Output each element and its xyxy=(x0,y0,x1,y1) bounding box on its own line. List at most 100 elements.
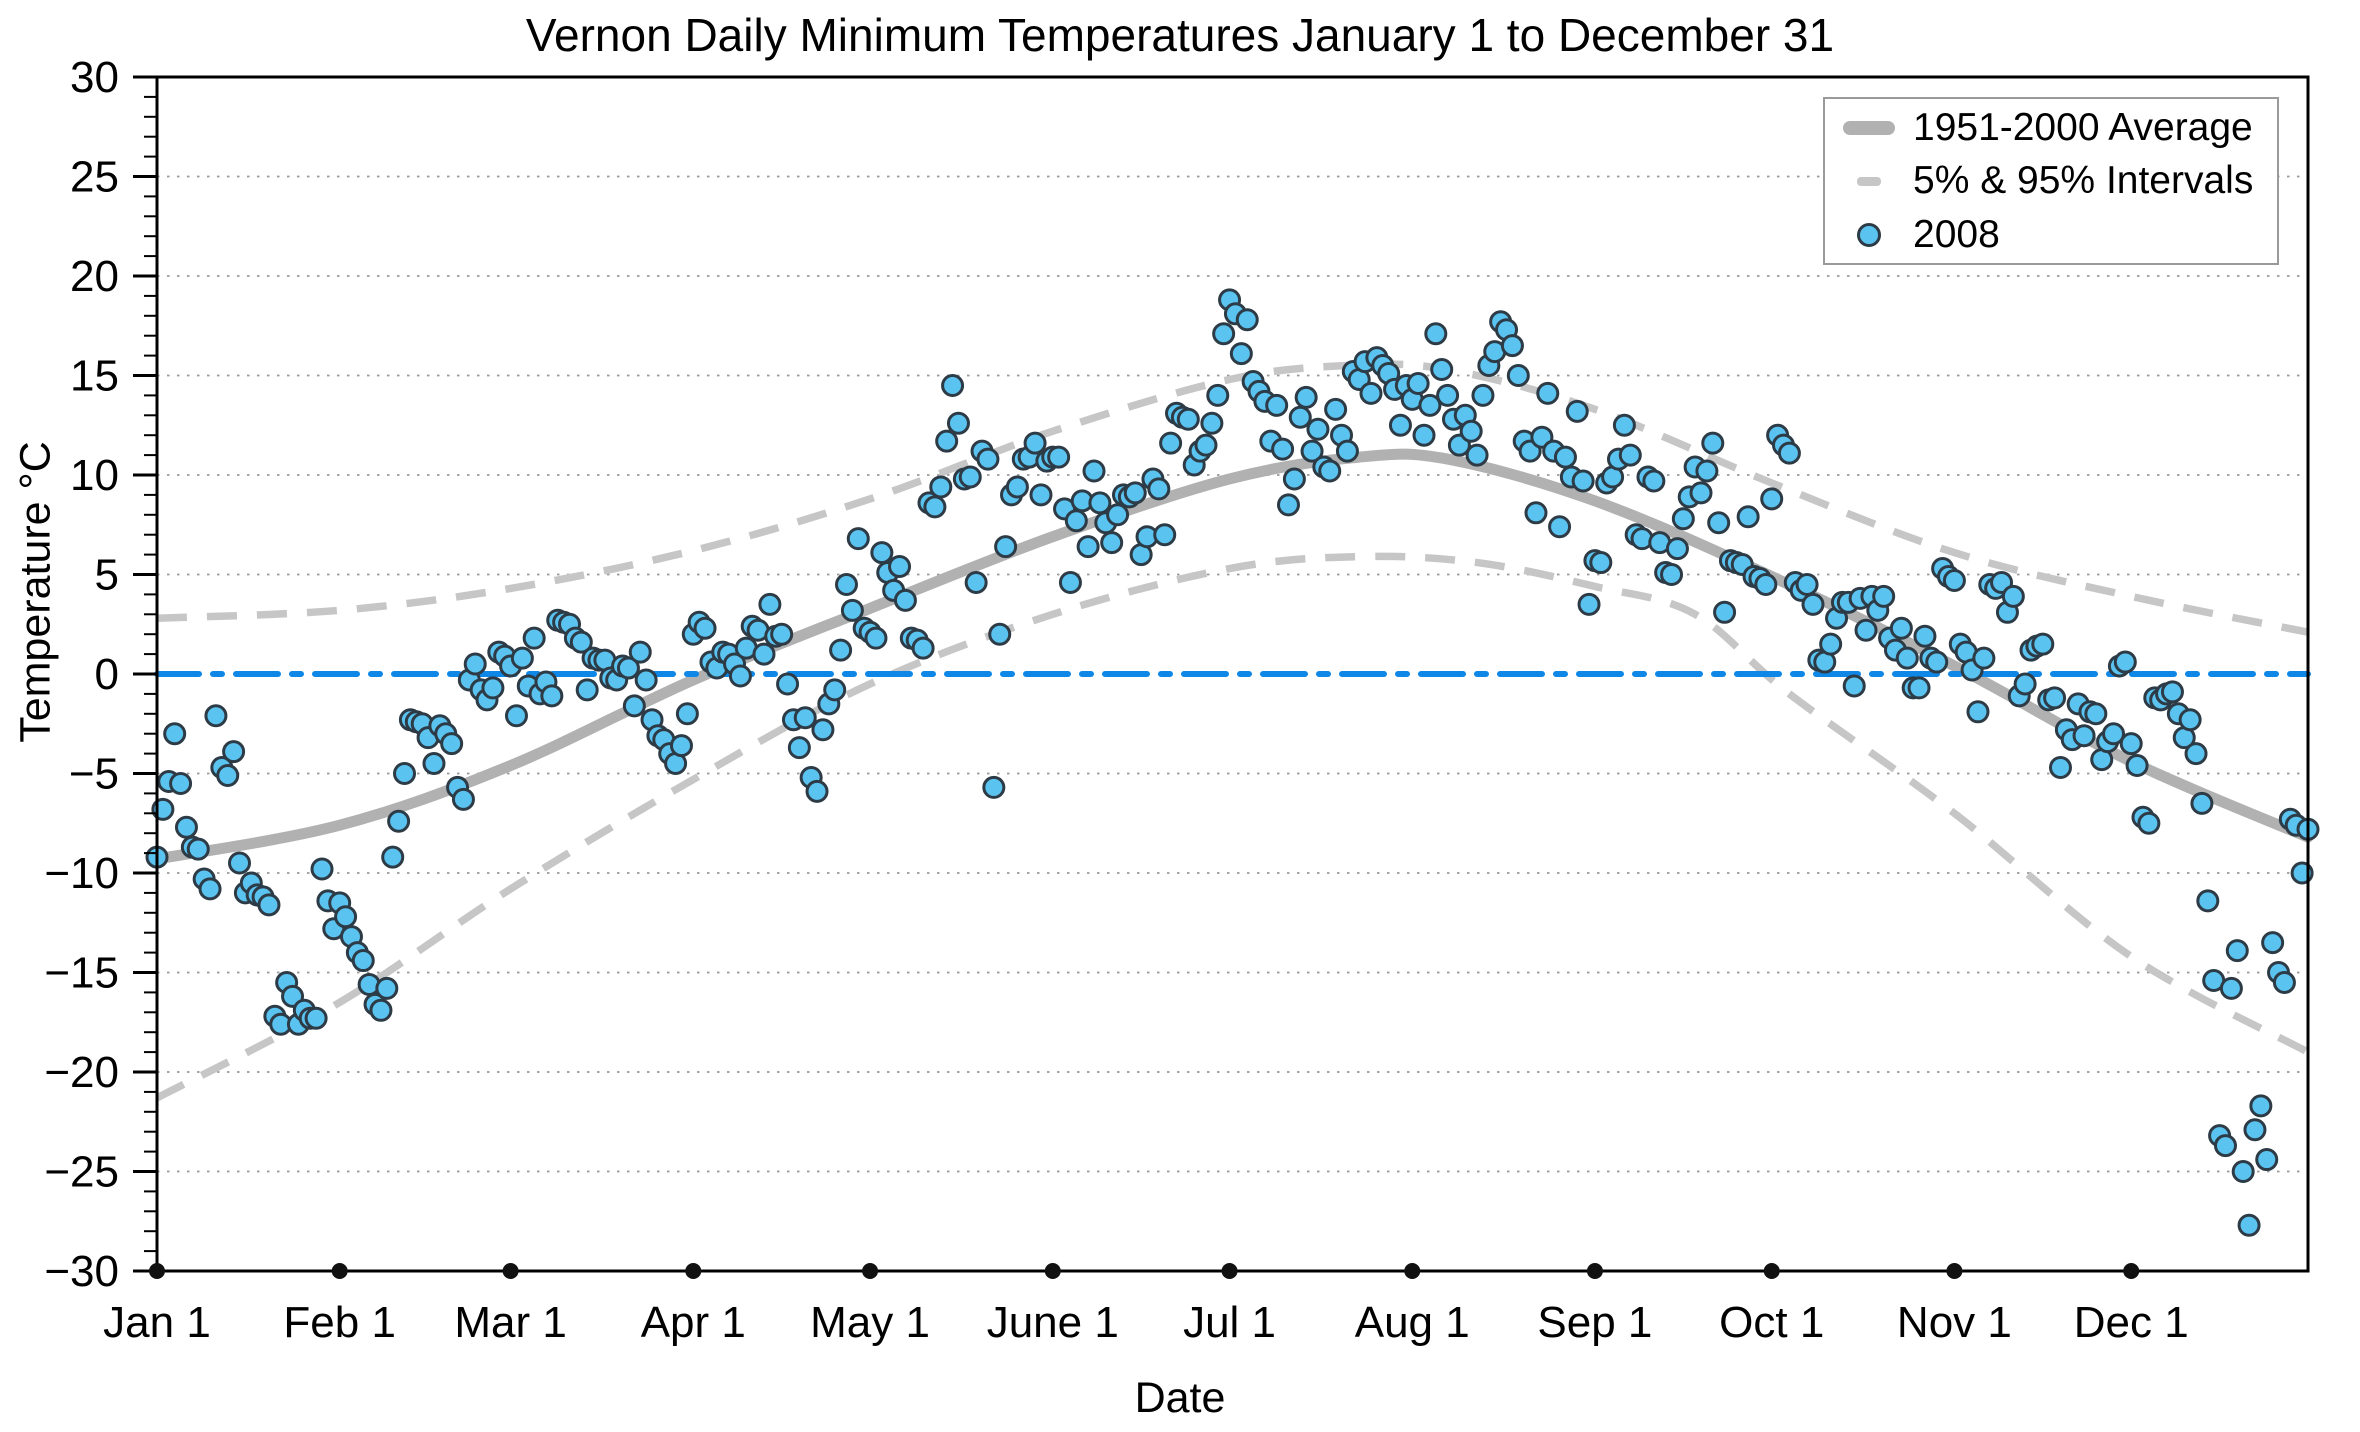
data-point-2008 xyxy=(1359,381,1383,405)
data-point-2008 xyxy=(770,622,794,646)
x-tick-label: Oct 1 xyxy=(1719,1298,1824,1347)
data-point-2008 xyxy=(994,535,1018,559)
data-point-2008 xyxy=(946,411,970,435)
data-point-2008 xyxy=(2231,1160,2255,1183)
data-point-2008 xyxy=(1577,592,1601,616)
data-point-2008 xyxy=(216,763,240,787)
data-point-2008 xyxy=(1701,431,1725,455)
data-point-2008 xyxy=(1689,481,1713,505)
data-point-2008 xyxy=(834,572,858,596)
data-point-2008 xyxy=(1159,431,1183,455)
data-point-2008 xyxy=(1265,393,1289,417)
data-point-2008 xyxy=(758,592,782,616)
data-point-2008 xyxy=(1565,399,1589,423)
data-point-2008 xyxy=(1665,537,1689,561)
data-point-2008 xyxy=(793,706,817,730)
interval-5-line xyxy=(155,552,2310,1102)
month-dot xyxy=(1586,1263,1603,1279)
data-point-2008 xyxy=(2255,1148,2279,1172)
data-point-2008 xyxy=(1754,572,1778,596)
data-point-2008 xyxy=(381,845,405,869)
data-point-2008 xyxy=(1288,405,1312,429)
x-axis-label: Date xyxy=(1134,1374,1226,1422)
y-tick-label: −20 xyxy=(44,1048,119,1097)
x-tick-label: Mar 1 xyxy=(454,1298,566,1347)
data-point-2008 xyxy=(1872,584,1896,608)
data-point-2008 xyxy=(1324,397,1348,421)
data-point-2008 xyxy=(1306,417,1330,441)
data-point-2008 xyxy=(2160,680,2184,704)
data-point-2008 xyxy=(1200,411,1224,435)
legend-label: 2008 xyxy=(1913,212,2000,256)
data-point-2008 xyxy=(941,373,965,397)
average-line xyxy=(151,448,2314,865)
data-point-2008 xyxy=(2196,889,2220,913)
data-point-2008 xyxy=(1707,511,1731,535)
data-point-2008 xyxy=(2048,756,2072,780)
data-point-2008 xyxy=(1235,308,1259,332)
data-point-2008 xyxy=(1536,381,1560,405)
data-point-2008 xyxy=(988,622,1012,646)
data-point-2008 xyxy=(982,775,1006,799)
month-dot xyxy=(862,1263,879,1279)
data-point-2008 xyxy=(204,704,228,728)
month-dot xyxy=(1044,1263,1061,1279)
data-point-2008 xyxy=(1100,531,1124,555)
data-point-2008 xyxy=(1553,445,1577,469)
y-tick-label: −5 xyxy=(69,750,119,799)
data-point-2008 xyxy=(1660,563,1684,586)
legend-item-2008: 2008 xyxy=(1825,210,2277,260)
y-tick-label: 10 xyxy=(70,451,119,500)
data-point-2008 xyxy=(2178,708,2202,732)
legend-label: 1951-2000 Average xyxy=(1913,105,2253,149)
month-dot xyxy=(1946,1263,1963,1279)
interval-dash-swatch-icon xyxy=(1825,176,1913,186)
data-point-2008 xyxy=(575,678,599,702)
data-point-2008 xyxy=(728,664,752,688)
data-point-2008 xyxy=(1671,507,1695,531)
data-point-2008 xyxy=(1076,535,1100,559)
data-point-2008 xyxy=(1123,481,1147,505)
x-tick-label: Jan 1 xyxy=(103,1298,211,1347)
data-point-2008 xyxy=(540,684,564,708)
data-point-2008 xyxy=(375,976,399,1000)
data-point-2008 xyxy=(1642,469,1666,493)
data-point-2008 xyxy=(1229,342,1253,366)
data-point-2008 xyxy=(628,640,652,664)
data-point-2008 xyxy=(2225,939,2249,963)
data-point-2008 xyxy=(310,857,334,881)
data-point-2008 xyxy=(929,475,953,499)
scatter-dot-swatch-icon xyxy=(1825,222,1913,247)
data-point-2008 xyxy=(1300,439,1324,463)
chart-title: Vernon Daily Minimum Temperatures Januar… xyxy=(525,9,1835,61)
y-tick-label: 0 xyxy=(95,650,119,699)
data-point-2008 xyxy=(1913,624,1937,648)
data-point-2008 xyxy=(569,630,593,654)
data-point-2008 xyxy=(846,527,870,551)
data-point-2008 xyxy=(1589,551,1613,575)
data-point-2008 xyxy=(1335,439,1359,463)
y-tick-label: −10 xyxy=(44,849,119,898)
y-tick-label: 25 xyxy=(70,153,119,202)
data-point-2008 xyxy=(174,815,198,839)
data-point-2008 xyxy=(1842,674,1866,698)
data-point-2008 xyxy=(911,636,935,660)
data-point-2008 xyxy=(440,732,464,756)
y-tick-label: 5 xyxy=(95,551,119,600)
data-point-2008 xyxy=(864,626,888,650)
data-point-2008 xyxy=(369,998,393,1022)
data-point-2008 xyxy=(2031,632,2055,656)
data-point-2008 xyxy=(1023,431,1047,455)
data-point-2008 xyxy=(1713,600,1737,624)
x-tick-label: Feb 1 xyxy=(283,1298,396,1347)
data-point-2008 xyxy=(888,555,912,579)
data-point-2008 xyxy=(622,694,646,718)
data-point-2008 xyxy=(669,734,693,758)
data-point-2008 xyxy=(1465,443,1489,467)
data-point-2008 xyxy=(811,718,835,742)
month-dot xyxy=(149,1263,165,1279)
data-point-2008 xyxy=(393,762,417,785)
legend-item-average: 1951-2000 Average xyxy=(1825,103,2277,153)
data-point-2008 xyxy=(1029,483,1053,507)
